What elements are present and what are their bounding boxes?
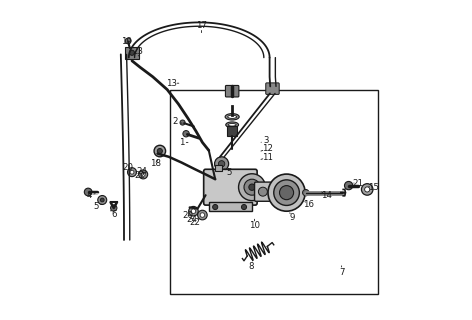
- Text: 1: 1: [179, 138, 185, 147]
- Circle shape: [154, 145, 166, 157]
- Text: 8: 8: [249, 262, 254, 271]
- Text: 5: 5: [94, 202, 99, 211]
- Circle shape: [242, 204, 246, 210]
- Text: 5: 5: [226, 168, 232, 177]
- Text: 24: 24: [186, 215, 198, 224]
- Text: 4: 4: [87, 191, 92, 200]
- Text: 16: 16: [303, 200, 314, 209]
- Ellipse shape: [226, 122, 238, 128]
- Text: 12: 12: [262, 144, 273, 153]
- Text: 7: 7: [339, 268, 345, 277]
- Circle shape: [238, 174, 265, 201]
- Circle shape: [84, 188, 92, 196]
- Text: 9: 9: [289, 213, 295, 222]
- Text: 23: 23: [132, 47, 143, 56]
- Text: 17: 17: [196, 21, 207, 30]
- Circle shape: [268, 174, 305, 211]
- Circle shape: [345, 181, 353, 190]
- Circle shape: [98, 196, 107, 204]
- Circle shape: [279, 186, 294, 200]
- Text: 10: 10: [249, 221, 260, 230]
- Circle shape: [213, 204, 218, 210]
- FancyBboxPatch shape: [266, 83, 279, 94]
- Ellipse shape: [228, 124, 236, 126]
- Text: 24: 24: [136, 167, 147, 176]
- Circle shape: [258, 187, 267, 196]
- Circle shape: [157, 148, 162, 154]
- Text: 15: 15: [368, 183, 379, 192]
- Circle shape: [139, 170, 148, 179]
- Text: 22: 22: [134, 172, 145, 180]
- Circle shape: [183, 131, 189, 137]
- Text: 20: 20: [182, 211, 193, 220]
- Text: 2: 2: [172, 117, 178, 126]
- Text: 19: 19: [121, 37, 132, 46]
- Circle shape: [200, 213, 205, 217]
- Circle shape: [365, 187, 370, 192]
- FancyBboxPatch shape: [204, 169, 257, 205]
- Text: 22: 22: [190, 218, 201, 227]
- Circle shape: [215, 157, 228, 171]
- FancyBboxPatch shape: [254, 182, 271, 201]
- Circle shape: [101, 198, 104, 202]
- Text: 20: 20: [122, 163, 134, 172]
- Ellipse shape: [225, 114, 239, 120]
- Circle shape: [141, 172, 145, 176]
- Circle shape: [303, 189, 309, 196]
- Text: 21: 21: [353, 180, 364, 188]
- Circle shape: [127, 168, 136, 177]
- Bar: [209, 202, 252, 211]
- Text: 11: 11: [262, 153, 273, 162]
- FancyBboxPatch shape: [226, 85, 239, 97]
- Text: 18: 18: [150, 159, 161, 168]
- Text: 13: 13: [166, 79, 177, 88]
- Text: 14: 14: [321, 191, 332, 200]
- Circle shape: [110, 205, 117, 211]
- Circle shape: [180, 120, 185, 125]
- Circle shape: [249, 184, 255, 190]
- Circle shape: [244, 179, 260, 195]
- Circle shape: [191, 209, 196, 213]
- Bar: [228, 126, 237, 136]
- Bar: [125, 47, 139, 59]
- Bar: [170, 90, 379, 294]
- Circle shape: [125, 38, 131, 44]
- Circle shape: [189, 206, 198, 216]
- Ellipse shape: [228, 115, 236, 118]
- Circle shape: [129, 50, 135, 55]
- Circle shape: [274, 180, 299, 205]
- Text: 6: 6: [111, 210, 117, 219]
- Circle shape: [130, 170, 134, 174]
- Circle shape: [362, 184, 373, 195]
- Circle shape: [198, 210, 207, 220]
- Text: 3: 3: [264, 136, 269, 145]
- Circle shape: [219, 161, 225, 167]
- Bar: [215, 165, 221, 171]
